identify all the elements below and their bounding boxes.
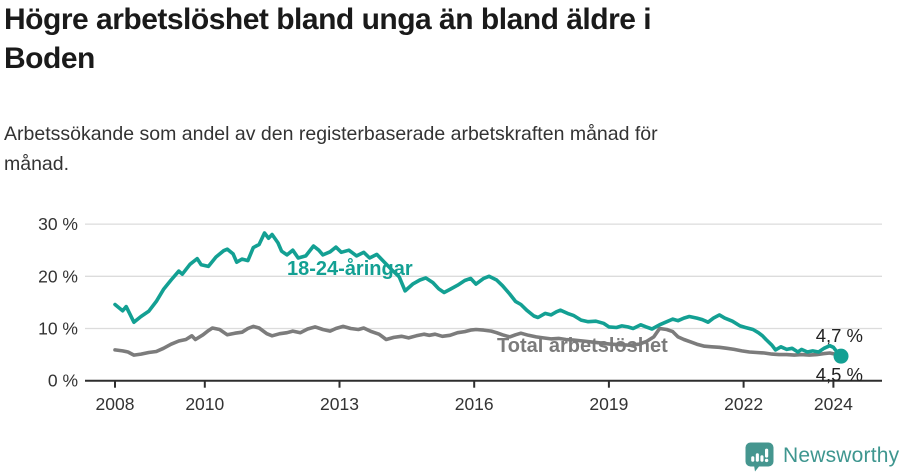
chart-subtitle-line2: månad. xyxy=(4,153,70,175)
series-label-youth: 18-24-åringar xyxy=(287,258,413,280)
y-axis-label-30: 30 % xyxy=(38,214,78,234)
newsworthy-brand-name: Newsworthy xyxy=(783,444,900,467)
series-line-total xyxy=(113,324,843,360)
x-axis-label-2013: 2013 xyxy=(320,394,359,414)
chart-subtitle-line1: Arbetssökande som andel av den registerb… xyxy=(4,123,658,145)
chart-subtitle: Arbetssökande som andel av den registerb… xyxy=(4,119,888,179)
page-title: Högre arbetslöshet bland unga än bland ä… xyxy=(4,0,888,78)
series-end-dot-youth xyxy=(833,348,849,364)
end-value-label-total: 4,5 % xyxy=(815,364,863,385)
end-value-label-youth: 4,7 % xyxy=(815,325,863,346)
y-axis-label-0: 0 % xyxy=(48,371,78,391)
y-axis-label-10: 10 % xyxy=(38,319,78,339)
series-label-total: Total arbetslöshet xyxy=(497,335,668,357)
x-axis-label-2016: 2016 xyxy=(455,394,494,414)
x-axis-label-2010: 2010 xyxy=(185,394,224,414)
x-axis-label-2008: 2008 xyxy=(96,394,135,414)
page-title-line2: Boden xyxy=(4,42,95,75)
newsworthy-logo[interactable]: Newsworthy xyxy=(744,440,899,472)
x-axis-label-2024: 2024 xyxy=(814,394,853,414)
x-axis-label-2022: 2022 xyxy=(724,394,763,414)
y-axis-label-20: 20 % xyxy=(38,266,78,286)
x-axis-label-2019: 2019 xyxy=(589,394,628,414)
page-title-line1: Högre arbetslöshet bland unga än bland ä… xyxy=(4,3,652,36)
newsworthy-speech-bubble-chart-icon xyxy=(745,442,774,471)
series-line-youth xyxy=(113,231,843,359)
